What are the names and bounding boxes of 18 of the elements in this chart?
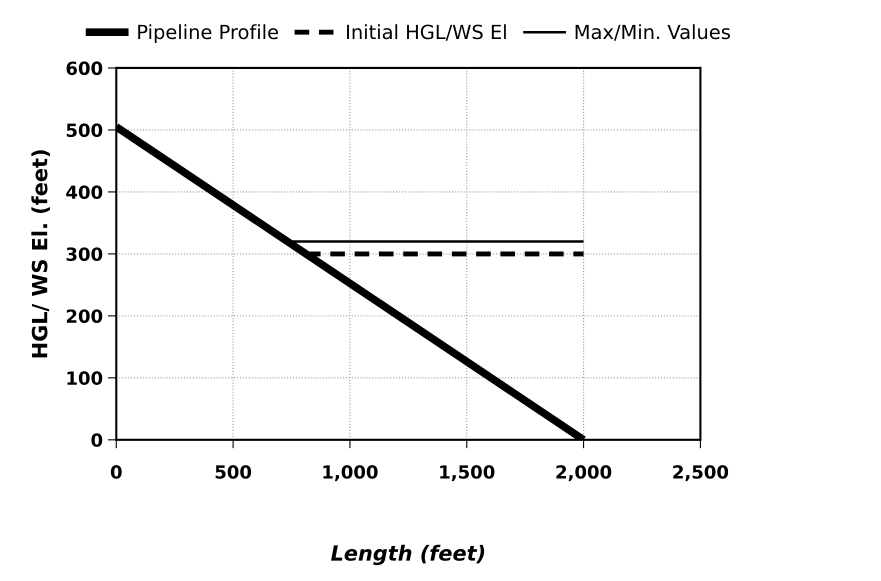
x-tick-label: 1,000: [323, 465, 378, 482]
legend-label: Initial HGL/WS El: [347, 24, 506, 41]
x-tick-label: 500: [216, 465, 252, 479]
y-tick-label: 300: [66, 247, 102, 262]
y-tick-label: 500: [66, 123, 102, 138]
y-tick-label: 100: [67, 371, 102, 385]
y-axis-title: HGL/ WS El. (feet): [31, 150, 50, 358]
x-tick-label: 2,500: [673, 465, 728, 482]
x-tick-label: 0: [110, 465, 122, 479]
x-axis-title: Length (feet): [331, 544, 484, 566]
y-tick-label: 600: [66, 61, 102, 76]
legend-label: Pipeline Profile: [138, 24, 278, 44]
y-tick-label: 400: [66, 185, 102, 200]
y-tick-label: 200: [66, 309, 102, 323]
x-tick-label: 2,000: [556, 465, 612, 482]
x-tick-label: 1,500: [440, 465, 494, 482]
legend-label: Max/Min. Values: [576, 24, 730, 41]
y-tick-label: 0: [91, 433, 102, 447]
